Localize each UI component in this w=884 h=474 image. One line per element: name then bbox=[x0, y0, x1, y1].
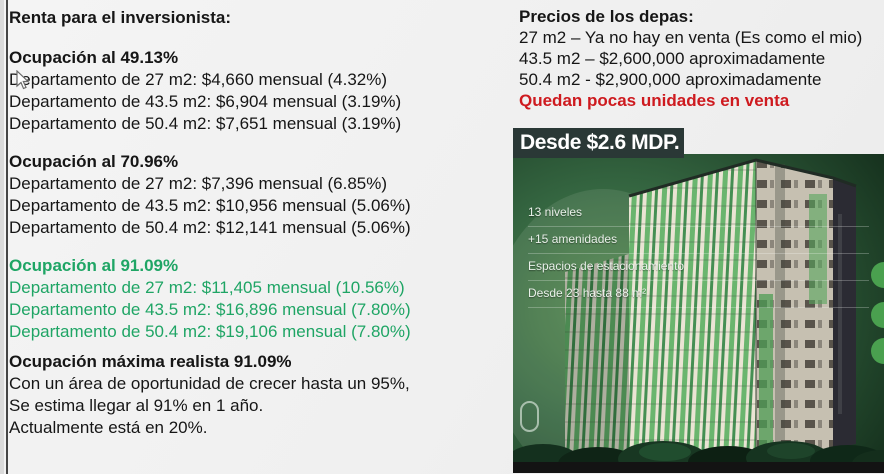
section-line: Departamento de 27 m2: $11,405 mensual (… bbox=[9, 278, 405, 297]
left-title: Renta para el inversionista: bbox=[9, 8, 232, 27]
feature-item: Desde 23 hasta 88 m² bbox=[528, 287, 869, 308]
section-line: Departamento de 43.5 m2: $10,956 mensual… bbox=[9, 196, 411, 215]
price-line: 27 m2 – Ya no hay en venta (Es como el m… bbox=[519, 28, 863, 47]
section-heading: Ocupación al 91.09% bbox=[9, 256, 179, 275]
occupancy-section-1: Ocupación al 49.13% Departamento de 27 m… bbox=[9, 47, 499, 135]
section-line: Departamento de 50.4 m2: $19,106 mensual… bbox=[9, 322, 411, 341]
price-banner: Desde $2.6 MDP. bbox=[513, 128, 684, 158]
feature-list: 13 niveles +15 amenidades Espacios de es… bbox=[528, 206, 869, 314]
price-line: 43.5 m2 – $2,600,000 aproximadamente bbox=[519, 49, 826, 68]
section-line: Departamento de 43.5 m2: $6,904 mensual … bbox=[9, 92, 402, 111]
units-warning: Quedan pocas unidades en venta bbox=[519, 91, 790, 110]
section-line: Departamento de 27 m2: $7,396 mensual (6… bbox=[9, 174, 388, 193]
occupancy-section-2: Ocupación al 70.96% Departamento de 27 m… bbox=[9, 151, 499, 239]
price-line: 50.4 m2 - $2,900,000 aproximadamente bbox=[519, 70, 822, 89]
pill-outline-shape bbox=[520, 401, 539, 432]
promo-image: Desde $2.6 MDP. bbox=[513, 128, 884, 473]
page-edge-line bbox=[6, 0, 8, 474]
prices-column: Precios de los depas: 27 m2 – Ya no hay … bbox=[519, 6, 884, 111]
occupancy-section-3: Ocupación al 91.09% Departamento de 27 m… bbox=[9, 255, 499, 343]
left-column: Renta para el inversionista: Ocupación a… bbox=[9, 7, 499, 439]
section-line: Departamento de 50.4 m2: $7,651 mensual … bbox=[9, 114, 402, 133]
section-heading: Ocupación al 49.13% bbox=[9, 48, 179, 67]
section-line: Departamento de 50.4 m2: $12,141 mensual… bbox=[9, 218, 411, 237]
section-line: Se estima llegar al 91% en 1 año. bbox=[9, 396, 264, 415]
document-page: Renta para el inversionista: Ocupación a… bbox=[4, 0, 884, 474]
green-dot-decoration bbox=[871, 338, 884, 364]
green-dot-decoration bbox=[871, 302, 884, 328]
section-line: Con un área de oportunidad de crecer has… bbox=[9, 374, 410, 393]
section-line: Actualmente está en 20%. bbox=[9, 418, 208, 437]
mouse-cursor-icon bbox=[16, 70, 30, 90]
building-render: 13 niveles +15 amenidades Espacios de es… bbox=[513, 154, 884, 473]
section-line: Departamento de 27 m2: $4,660 mensual (4… bbox=[9, 70, 388, 89]
section-line: Departamento de 43.5 m2: $16,896 mensual… bbox=[9, 300, 411, 319]
feature-item: 13 niveles bbox=[528, 206, 869, 227]
section-heading: Ocupación al 70.96% bbox=[9, 152, 179, 171]
feature-item: Espacios de estacionamiento bbox=[528, 260, 869, 281]
section-heading: Ocupación máxima realista 91.09% bbox=[9, 352, 292, 371]
building-illustration bbox=[513, 154, 884, 473]
feature-item: +15 amenidades bbox=[528, 233, 869, 254]
prices-title: Precios de los depas: bbox=[519, 7, 694, 26]
occupancy-max-section: Ocupación máxima realista 91.09% Con un … bbox=[9, 351, 499, 439]
green-dot-decoration bbox=[871, 262, 884, 288]
